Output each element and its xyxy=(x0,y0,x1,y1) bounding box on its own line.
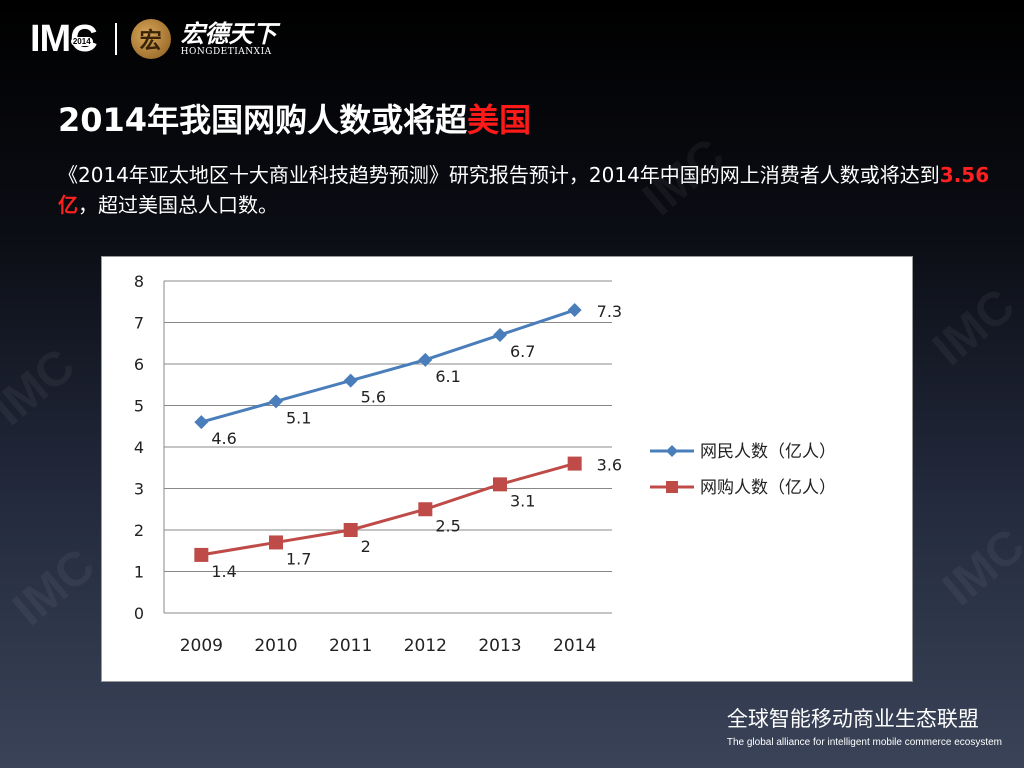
desc-highlight: 3.56亿 xyxy=(58,163,990,217)
watermark: IMC xyxy=(933,518,1024,617)
imc-logo-year: 2014 xyxy=(70,36,93,46)
legend-label: 网民人数（亿人） xyxy=(700,442,836,462)
watermark: IMC xyxy=(0,338,85,437)
data-point-square xyxy=(567,456,582,471)
series-line xyxy=(200,308,576,424)
slide-title: 2014年我国网购人数或将超美国 xyxy=(58,101,532,139)
y-tick-label: 1 xyxy=(134,563,144,582)
data-label: 3.1 xyxy=(510,491,535,510)
y-tick-label: 0 xyxy=(134,604,144,623)
slide-description: 《2014年亚太地区十大商业科技趋势预测》研究报告预计，2014年中国的网上消费… xyxy=(58,163,990,217)
data-point-diamond xyxy=(493,327,507,342)
data-label: 1.4 xyxy=(211,562,236,581)
footer: 全球智能移动商业生态联盟 The global alliance for int… xyxy=(727,703,1002,748)
x-tick-label: 2010 xyxy=(254,636,297,656)
y-tick-label: 3 xyxy=(134,480,144,499)
data-label: 1.7 xyxy=(286,549,311,568)
title-highlight: 美国 xyxy=(467,101,532,139)
legend-marker-diamond xyxy=(666,445,678,457)
line-chart: 0 1 2 3 4 5 6 7 8 2009 2010 2011 2012 2013 2014 4.6 5.1 5… xyxy=(101,256,913,682)
hongde-logo-icon: 宏 xyxy=(130,19,171,59)
y-tick-label: 8 xyxy=(134,272,144,291)
x-tick-label: 2013 xyxy=(478,636,521,656)
data-label: 5.6 xyxy=(361,388,386,407)
data-label: 2 xyxy=(361,537,371,556)
data-label: 2.5 xyxy=(435,516,460,535)
footer-slogan-en: The global alliance for intelligent mobi… xyxy=(726,737,1002,748)
y-tick-label: 6 xyxy=(134,355,144,374)
data-point-square xyxy=(269,535,283,550)
watermark: IMC xyxy=(923,278,1024,377)
data-point-diamond xyxy=(567,303,582,318)
legend-marker-square xyxy=(666,481,678,493)
data-point-diamond xyxy=(194,415,209,430)
x-tick-label: 2012 xyxy=(404,636,447,656)
series-line xyxy=(201,462,576,557)
y-tick-label: 2 xyxy=(134,521,144,540)
data-label: 5.1 xyxy=(286,408,311,427)
y-tick-label: 7 xyxy=(134,314,144,333)
data-point-diamond xyxy=(418,352,433,367)
watermark: IMC xyxy=(3,538,105,637)
data-point-square xyxy=(343,523,358,537)
logo-divider xyxy=(114,23,117,55)
x-tick-label: 2011 xyxy=(329,636,372,656)
hongde-name-cn: 宏德天下 xyxy=(180,19,277,48)
data-label: 3.6 xyxy=(597,456,622,475)
y-tick-label: 4 xyxy=(134,438,144,457)
data-point-square xyxy=(194,547,209,562)
data-label: 7.3 xyxy=(597,302,622,321)
data-point-square xyxy=(418,502,433,517)
legend-label: 网购人数（亿人） xyxy=(700,478,836,498)
data-point-square xyxy=(493,477,507,492)
hongde-name-en: HONGDETIANXIA xyxy=(180,47,272,57)
data-point-diamond xyxy=(343,373,358,388)
x-tick-label: 2009 xyxy=(180,636,223,656)
data-label: 6.7 xyxy=(510,342,535,361)
chart-svg: 0 1 2 3 4 5 6 7 8 2009 2010 2011 2012 2013 2014 4.6 5.1 5… xyxy=(134,272,836,656)
imc-logo: IMC 2014 xyxy=(30,17,98,60)
data-label: 6.1 xyxy=(435,367,460,386)
footer-slogan-cn: 全球智能移动商业生态联盟 xyxy=(726,707,979,731)
x-tick-label: 2014 xyxy=(553,636,596,656)
y-tick-label: 5 xyxy=(134,397,144,416)
hongde-logo-text: 宏德天下 HONGDETIANXIA xyxy=(180,19,277,58)
data-label: 4.6 xyxy=(211,429,236,448)
header-logos: IMC 2014 宏 宏德天下 HONGDETIANXIA xyxy=(30,14,277,64)
data-point-diamond xyxy=(269,394,283,409)
